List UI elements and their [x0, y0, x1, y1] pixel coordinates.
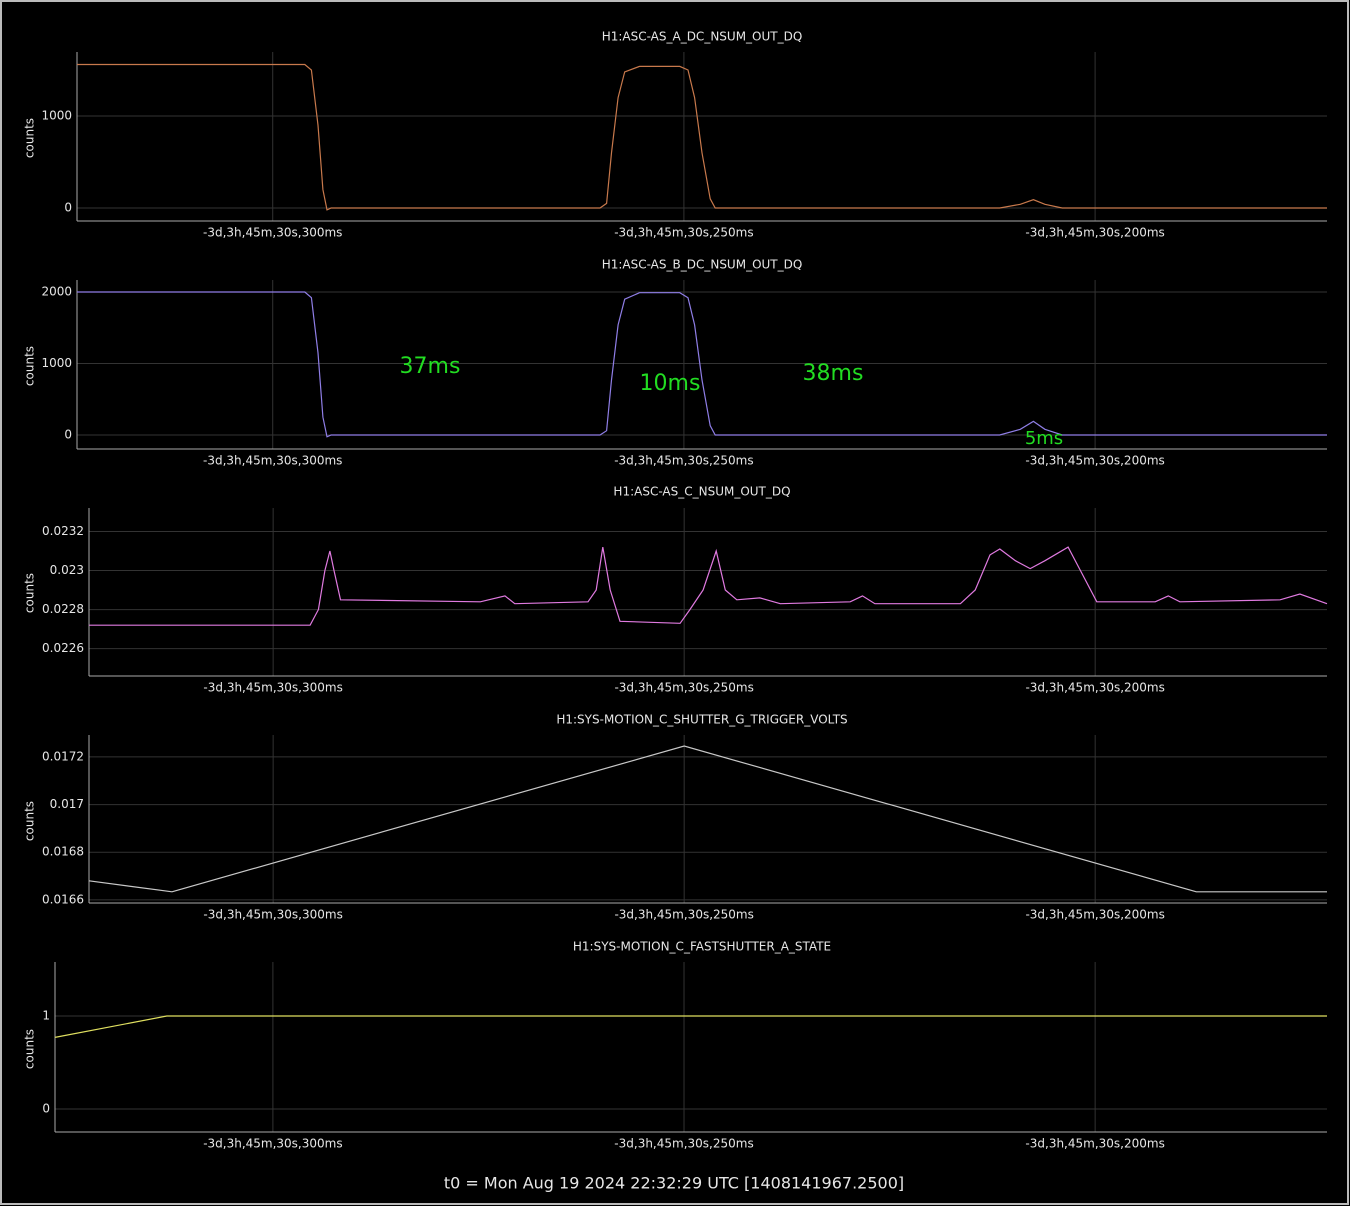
series-line	[54, 1015, 1327, 1038]
y-axis-title: counts	[23, 1029, 37, 1069]
y-tick-label: 0.0232	[42, 524, 84, 538]
footer: t0 = Mon Aug 19 2024 22:32:29 UTC [14081…	[444, 1174, 904, 1193]
y-tick-label: 0.023	[50, 563, 84, 577]
y-tick-label: 0.0172	[42, 749, 84, 763]
x-tick-label: -3d,3h,45m,30s,250ms	[614, 908, 753, 922]
chart-title: H1:SYS-MOTION_C_FASTSHUTTER_A_STATE	[573, 940, 831, 954]
x-tick-label: -3d,3h,45m,30s,300ms	[203, 454, 342, 468]
x-tick-label: -3d,3h,45m,30s,250ms	[614, 454, 753, 468]
x-tick-label: -3d,3h,45m,30s,300ms	[203, 908, 342, 922]
x-tick-label: -3d,3h,45m,30s,250ms	[614, 1137, 753, 1151]
x-tick-label: -3d,3h,45m,30s,300ms	[203, 681, 342, 695]
y-tick-label: 0	[64, 201, 72, 215]
x-tick-label: -3d,3h,45m,30s,200ms	[1025, 226, 1164, 240]
x-tick-label: -3d,3h,45m,30s,250ms	[614, 226, 753, 240]
annotation: 38ms	[803, 361, 864, 386]
y-axis-title: counts	[23, 573, 37, 613]
y-tick-label: 2000	[41, 285, 72, 299]
y-tick-label: 0.017	[50, 797, 84, 811]
y-axis-title: counts	[23, 118, 37, 158]
y-tick-label: 0	[64, 427, 72, 441]
x-tick-label: -3d,3h,45m,30s,300ms	[203, 1137, 342, 1151]
chart-title: H1:ASC-AS_C_NSUM_OUT_DQ	[613, 485, 790, 499]
series-line	[89, 546, 1328, 626]
chart-title: H1:ASC-AS_A_DC_NSUM_OUT_DQ	[602, 30, 803, 44]
y-tick-label: 1000	[41, 356, 72, 370]
annotation: 37ms	[400, 354, 461, 379]
y-tick-label: 0.0168	[42, 845, 84, 859]
annotation: 5ms	[1025, 428, 1063, 449]
y-tick-label: 1	[42, 1008, 50, 1022]
y-tick-label: 0.0228	[42, 602, 84, 616]
y-tick-label: 0.0166	[42, 892, 84, 906]
x-tick-label: -3d,3h,45m,30s,250ms	[614, 681, 753, 695]
y-tick-label: 0.0226	[42, 641, 84, 655]
x-tick-label: -3d,3h,45m,30s,200ms	[1025, 681, 1164, 695]
chart-title: H1:ASC-AS_B_DC_NSUM_OUT_DQ	[602, 258, 803, 272]
x-tick-label: -3d,3h,45m,30s,300ms	[203, 226, 342, 240]
series-line	[77, 63, 1327, 211]
x-tick-label: -3d,3h,45m,30s,200ms	[1025, 908, 1164, 922]
annotation: 10ms	[640, 371, 701, 396]
y-axis-title: counts	[23, 801, 37, 841]
y-axis-title: counts	[23, 346, 37, 386]
chart-title: H1:SYS-MOTION_C_SHUTTER_G_TRIGGER_VOLTS	[556, 713, 847, 727]
x-tick-label: -3d,3h,45m,30s,200ms	[1025, 454, 1164, 468]
series-line	[88, 745, 1327, 893]
y-tick-label: 1000	[41, 109, 72, 123]
y-tick-label: 0	[42, 1102, 50, 1116]
x-tick-label: -3d,3h,45m,30s,200ms	[1025, 1137, 1164, 1151]
series-line	[77, 291, 1327, 438]
